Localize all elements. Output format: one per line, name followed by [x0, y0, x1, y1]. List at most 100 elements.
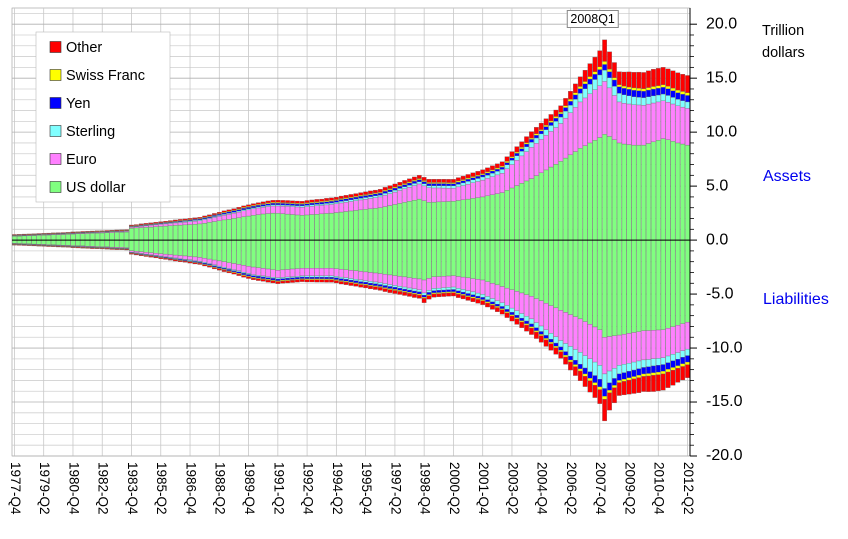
- liability-bar-segment: [416, 293, 422, 296]
- liability-bar-segment: [290, 277, 295, 280]
- asset-bar-segment: [104, 230, 110, 232]
- liability-bar-segment: [680, 357, 686, 364]
- liability-bar-segment: [558, 350, 564, 352]
- asset-bar-segment: [504, 156, 510, 162]
- asset-bar-segment: [377, 192, 383, 196]
- liability-bar-segment: [446, 287, 451, 290]
- asset-bar-segment: [265, 205, 271, 207]
- asset-bar-segment: [207, 218, 212, 223]
- asset-bar-segment: [494, 174, 500, 194]
- asset-bar-segment: [685, 92, 690, 96]
- asset-bar-segment: [412, 200, 417, 241]
- liability-bar-segment: [665, 355, 671, 363]
- liability-bar-segment: [421, 297, 427, 299]
- liability-bar-segment: [626, 363, 632, 372]
- liability-bar-segment: [338, 239, 344, 270]
- asset-bar-segment: [187, 218, 193, 220]
- asset-bar-segment: [558, 113, 564, 118]
- asset-bar-segment: [514, 185, 520, 241]
- asset-bar-segment: [441, 185, 447, 189]
- asset-bar-segment: [358, 209, 364, 241]
- asset-bar-segment: [299, 201, 305, 204]
- liability-bar-segment: [343, 277, 349, 280]
- asset-bar-segment: [402, 186, 407, 189]
- asset-bar-segment: [402, 202, 407, 241]
- liability-bar-segment: [626, 333, 632, 364]
- liability-bar-segment: [255, 278, 261, 281]
- liability-bar-segment: [577, 364, 583, 370]
- asset-bar-segment: [392, 204, 398, 241]
- liability-bar-segment: [553, 239, 559, 309]
- liability-bar-segment: [412, 239, 417, 279]
- asset-bar-segment: [475, 174, 481, 177]
- liability-bar-segment: [582, 355, 588, 369]
- liability-bar-segment: [660, 357, 666, 365]
- asset-bar-segment: [377, 207, 383, 241]
- asset-bar-segment: [143, 227, 149, 241]
- liability-bar-segment: [407, 277, 412, 289]
- asset-bar-segment: [538, 133, 544, 140]
- x-tick-label: 1980-Q4: [66, 462, 81, 515]
- liability-bar-segment: [280, 280, 286, 284]
- liability-bar-segment: [514, 317, 520, 320]
- liability-bar-segment: [597, 365, 603, 380]
- liability-bar-segment: [334, 277, 339, 280]
- liability-bar-segment: [543, 239, 549, 304]
- liability-bar-segment: [529, 326, 534, 329]
- asset-bar-segment: [636, 88, 642, 91]
- asset-bar-segment: [426, 202, 432, 241]
- x-tick-label: 2001-Q4: [476, 462, 491, 515]
- asset-bar-segment: [173, 219, 178, 222]
- liability-bar-segment: [173, 259, 178, 262]
- liability-bar-segment: [109, 248, 115, 250]
- asset-bar-segment: [465, 177, 471, 180]
- asset-bar-segment: [192, 217, 198, 219]
- liability-bar-segment: [636, 377, 642, 393]
- liability-bar-segment: [314, 279, 320, 283]
- asset-bar-segment: [494, 167, 500, 170]
- liability-bar-segment: [582, 321, 588, 356]
- asset-bar-segment: [524, 151, 529, 182]
- liability-bar-segment: [460, 294, 466, 296]
- asset-bar-segment: [607, 71, 612, 78]
- asset-bar-segment: [285, 213, 290, 241]
- asset-bar-segment: [553, 121, 559, 128]
- asset-bar-segment: [665, 101, 671, 140]
- liability-bar-segment: [529, 239, 534, 297]
- asset-bar-segment: [592, 71, 598, 75]
- liability-bar-segment: [329, 277, 334, 280]
- liability-bar-segment: [470, 291, 476, 295]
- asset-bar-segment: [226, 209, 232, 212]
- asset-bar-segment: [568, 112, 573, 155]
- asset-bar-segment: [680, 93, 686, 101]
- liability-bar-segment: [421, 292, 427, 296]
- asset-bar-segment: [109, 230, 115, 231]
- liability-bar-segment: [402, 292, 407, 296]
- asset-bar-segment: [60, 234, 66, 241]
- liability-bar-segment: [353, 270, 359, 280]
- liability-bar-segment: [358, 271, 364, 281]
- liability-bar-segment: [212, 239, 217, 261]
- liability-bar-segment: [329, 275, 334, 278]
- liability-bar-segment: [377, 239, 383, 274]
- liability-bar-segment: [75, 247, 81, 249]
- asset-bar-segment: [504, 161, 510, 163]
- liability-bar-segment: [651, 239, 656, 331]
- asset-bar-segment: [143, 223, 149, 225]
- liability-bar-segment: [255, 267, 261, 276]
- liability-bar-segment: [651, 358, 656, 367]
- asset-bar-segment: [65, 232, 71, 234]
- liability-bar-segment: [241, 273, 247, 276]
- liability-bar-segment: [329, 239, 334, 269]
- asset-bar-segment: [665, 95, 671, 103]
- asset-bar-segment: [602, 81, 607, 135]
- asset-bar-segment: [80, 233, 86, 241]
- liability-bar-segment: [143, 252, 149, 255]
- liability-bar-segment: [548, 333, 554, 340]
- asset-bar-segment: [641, 105, 647, 146]
- liability-bar-segment: [177, 255, 183, 259]
- liability-bar-segment: [573, 364, 578, 367]
- asset-bar-segment: [368, 208, 373, 241]
- liability-bar-segment: [577, 368, 583, 372]
- asset-bar-segment: [670, 141, 676, 241]
